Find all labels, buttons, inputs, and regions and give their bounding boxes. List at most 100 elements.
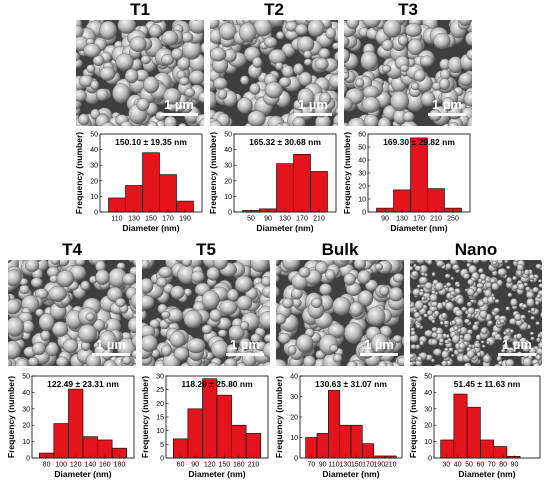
sem-particle — [431, 326, 438, 333]
x-tick-label: 190 — [373, 462, 385, 469]
sem-particle — [494, 299, 500, 304]
sem-particle — [444, 299, 449, 304]
sem-particle — [429, 293, 438, 303]
sem-particle — [224, 358, 238, 366]
x-tick-label: 110 — [328, 462, 339, 469]
sem-particle — [497, 268, 507, 277]
x-tick-label: 130 — [396, 216, 408, 223]
sem-particle — [382, 20, 402, 38]
sem-particle — [524, 269, 530, 276]
sem-particle — [541, 308, 542, 314]
sem-particle — [247, 110, 266, 126]
sem-particle — [184, 87, 196, 98]
sem-particle — [127, 317, 136, 334]
sem-particle — [236, 295, 253, 311]
mean-sd-label: 165.32 ± 30.68 nm — [249, 137, 321, 147]
sem-particle — [217, 89, 228, 100]
sem-particle — [103, 359, 117, 366]
sem-particle — [38, 313, 55, 332]
sem-particle — [506, 276, 513, 284]
sem-particle — [234, 275, 253, 293]
sem-particle — [433, 32, 451, 50]
sem-particle — [262, 361, 270, 366]
histogram-bar — [440, 439, 455, 459]
sem-particle — [349, 301, 363, 317]
sem-particle — [493, 307, 500, 314]
sem-particle — [210, 339, 229, 359]
sem-particle — [502, 335, 511, 342]
sem-particle — [276, 274, 280, 283]
sem-particle — [485, 282, 492, 289]
histogram-bar — [172, 438, 189, 459]
sem-particle — [507, 292, 513, 298]
sem-particle — [51, 321, 69, 337]
sem-particle — [131, 334, 136, 349]
x-tick-label: 110 — [111, 216, 122, 223]
sem-particle — [512, 275, 518, 281]
sem-particle — [540, 311, 542, 318]
sem-particle — [525, 340, 530, 344]
sem-particle — [410, 260, 416, 262]
sem-particle — [264, 81, 283, 99]
sem-particle — [537, 333, 542, 339]
y-tick-label: 5 — [160, 442, 164, 449]
y-tick-label: 40 — [22, 390, 30, 397]
sem-particle — [538, 283, 542, 288]
sem-particle — [83, 43, 101, 58]
sem-particle — [512, 339, 520, 348]
sem-particle — [410, 330, 416, 337]
sem-particle — [458, 72, 472, 87]
sem-particle — [482, 354, 491, 364]
sem-particle — [35, 308, 45, 317]
sem-particle — [450, 290, 456, 297]
x-tick-label: 170 — [413, 216, 425, 223]
histogram-bar — [328, 390, 340, 459]
sem-svg: 1 µm — [76, 20, 204, 126]
sem-particle — [95, 88, 109, 101]
sem-particle — [535, 354, 542, 361]
scale-bar — [160, 113, 198, 116]
sem-particle — [512, 284, 519, 291]
y-tick-label: 30 — [224, 163, 232, 170]
sem-particle — [381, 39, 394, 52]
x-tick-label: 50 — [465, 462, 473, 469]
sem-particle — [236, 362, 247, 366]
y-tick-label: 40 — [90, 147, 98, 154]
sem-particle — [536, 293, 542, 299]
sem-particle — [404, 23, 422, 37]
sem-particle — [467, 288, 475, 297]
sem-particle — [276, 285, 280, 298]
sem-particle — [517, 282, 525, 291]
sem-particle — [142, 295, 155, 310]
sem-image-t2: 1 µm — [210, 20, 338, 126]
sem-particle — [249, 83, 261, 95]
sem-particle — [156, 276, 168, 288]
scale-bar-label: 1 µm — [502, 337, 532, 352]
sem-particle — [77, 324, 97, 344]
sem-particle — [505, 328, 511, 334]
sem-particle — [451, 334, 461, 344]
y-tick-label: 10 — [22, 439, 30, 446]
y-axis-title: Frequency (number) — [6, 376, 16, 458]
scale-bar — [226, 353, 264, 356]
sem-particle — [426, 260, 433, 265]
sem-particle — [411, 82, 420, 91]
sem-particle — [433, 310, 440, 317]
x-tick-label: 90 — [264, 216, 272, 223]
sem-particle — [530, 336, 535, 341]
y-tick-label: 20 — [358, 184, 366, 191]
sem-particle — [450, 353, 455, 358]
sem-particle — [472, 324, 479, 331]
sem-particle — [210, 120, 223, 126]
histogram-bar — [82, 436, 98, 459]
y-tick-label: 30 — [156, 374, 164, 381]
sem-particle — [250, 333, 261, 344]
sem-particle — [250, 260, 269, 273]
sem-particle — [275, 123, 284, 126]
y-tick-label: 10 — [224, 194, 232, 201]
sem-particle — [410, 286, 412, 292]
x-axis-title: Diameter (nm) — [256, 223, 313, 233]
sem-particle — [236, 97, 253, 114]
